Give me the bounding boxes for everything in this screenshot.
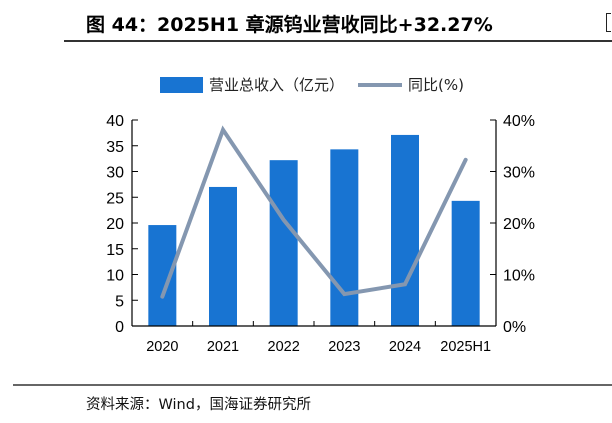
right-tick-label: 0% — [503, 319, 526, 336]
x-tick-label: 2020 — [146, 339, 178, 355]
legend-bar-label: 营业总收入（亿元） — [209, 76, 345, 94]
left-tick-label: 20 — [106, 216, 124, 233]
left-tick-label: 35 — [106, 139, 124, 156]
x-tick-label: 2024 — [389, 339, 421, 355]
legend-bar-swatch — [160, 76, 203, 93]
left-tick-label: 10 — [106, 268, 124, 285]
bar-2023 — [330, 149, 359, 326]
x-tick-label: 2021 — [207, 339, 239, 355]
left-tick-label: 0 — [115, 319, 124, 336]
left-tick-label: 40 — [106, 113, 124, 130]
title-divider — [64, 40, 612, 42]
footer-divider — [13, 384, 612, 386]
chart-legend: 营业总收入（亿元） 同比(%) — [160, 74, 464, 95]
left-tick-label: 15 — [106, 242, 124, 259]
right-tick-label: 40% — [503, 113, 535, 130]
legend-line-swatch — [358, 82, 403, 87]
bar-2024 — [391, 134, 419, 326]
right-tick-label: 30% — [503, 165, 535, 182]
yoy-line — [160, 125, 468, 299]
bar-2022 — [269, 160, 298, 326]
x-tick-label: 2025H1 — [440, 339, 491, 355]
source-note: 资料来源：Wind，国海证券研究所 — [86, 397, 311, 413]
right-tick-label: 10% — [503, 268, 535, 285]
x-tick-label: 2023 — [328, 339, 360, 355]
x-tick-label: 2022 — [268, 339, 300, 355]
bar-2021 — [209, 186, 237, 326]
cropped-adjacent-element — [606, 13, 611, 32]
bar-2025H1 — [451, 200, 480, 326]
right-tick-label: 20% — [503, 216, 535, 233]
left-tick-label: 25 — [106, 190, 124, 207]
legend-line-label: 同比(%) — [408, 76, 464, 94]
left-tick-label: 5 — [115, 293, 124, 310]
left-tick-label: 30 — [106, 165, 124, 182]
figure-title: 图 44：2025H1 章源钨业营收同比+32.27% — [86, 14, 493, 36]
